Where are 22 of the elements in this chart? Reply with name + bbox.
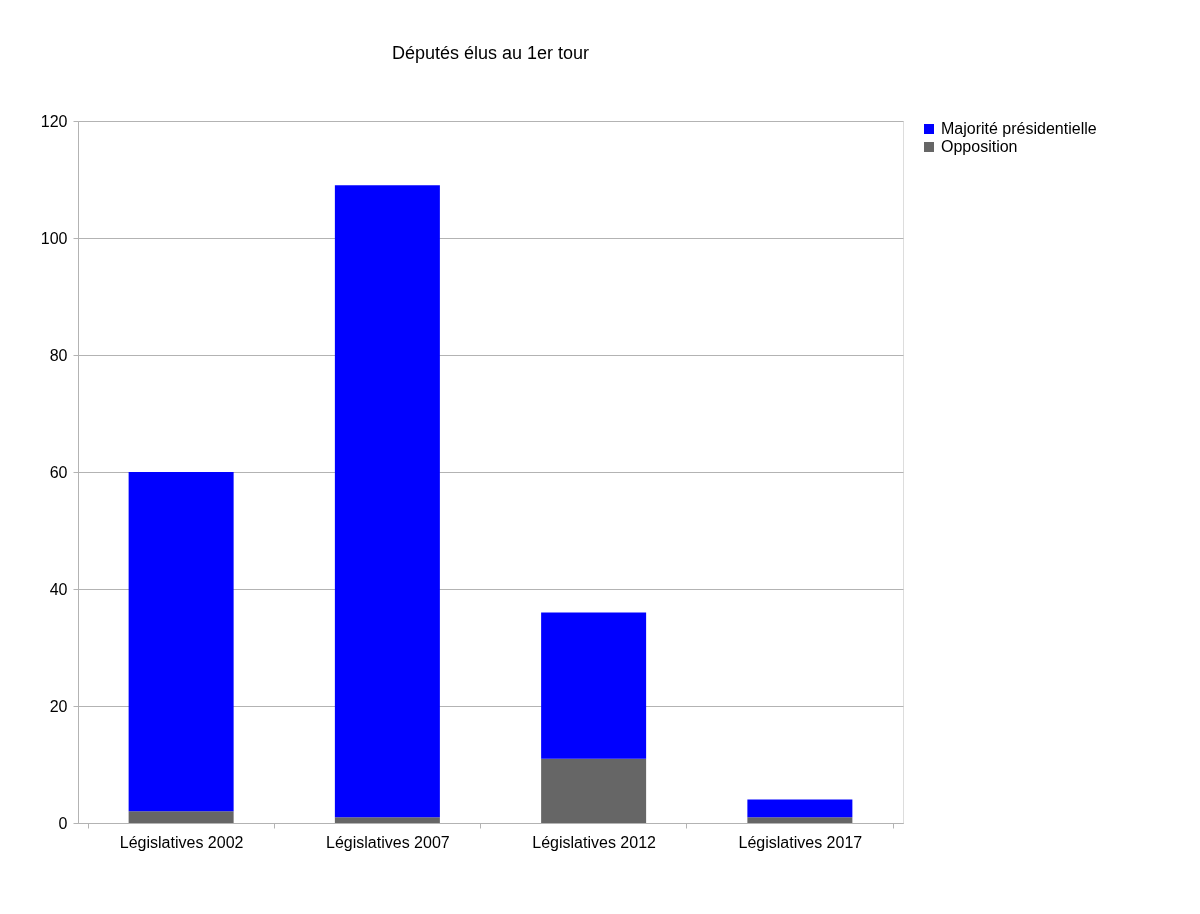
bar bbox=[334, 185, 440, 818]
legend-label: Opposition bbox=[941, 138, 1018, 155]
y-tick-label: 100 bbox=[40, 229, 68, 247]
x-tick-label: Législatives 2002 bbox=[119, 833, 244, 851]
y-tick-label: 40 bbox=[49, 580, 68, 598]
legend-label: Majorité présidentielle bbox=[941, 120, 1097, 137]
y-tick-label: 60 bbox=[49, 463, 68, 481]
x-tick-label: Législatives 2007 bbox=[326, 833, 450, 851]
bar bbox=[541, 612, 647, 759]
bar bbox=[334, 817, 440, 823]
y-tick-label: 0 bbox=[58, 814, 68, 832]
y-tick-label: 120 bbox=[40, 112, 68, 130]
bar bbox=[128, 811, 234, 823]
bar bbox=[128, 472, 234, 812]
x-tick-label: Législatives 2012 bbox=[532, 833, 657, 851]
bar bbox=[747, 799, 853, 818]
chart-title: Députés élus au 1er tour bbox=[391, 43, 590, 63]
y-tick-label: 80 bbox=[49, 346, 68, 364]
bar bbox=[747, 817, 853, 823]
bar bbox=[541, 758, 647, 823]
y-tick-label: 20 bbox=[49, 697, 68, 715]
x-tick-label: Législatives 2017 bbox=[738, 833, 863, 851]
